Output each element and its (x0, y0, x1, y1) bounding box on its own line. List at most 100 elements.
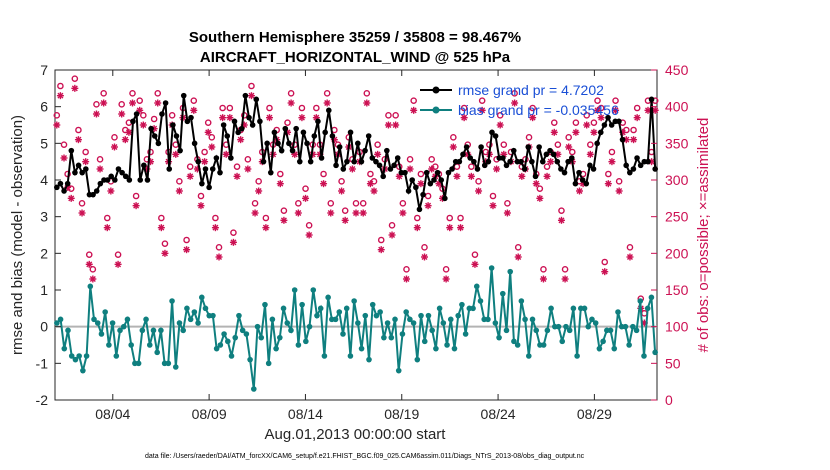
bias-point (652, 349, 658, 356)
possible-obs-marker (201, 148, 208, 156)
rmse-point (597, 129, 604, 136)
assimilated-obs-marker (644, 106, 652, 114)
asterisk-stroke (118, 111, 125, 117)
assimilated-obs-marker (320, 180, 328, 188)
rmse-point (191, 140, 198, 147)
bias-point (80, 367, 86, 374)
asterisk-stroke (248, 92, 255, 99)
possible-obs-marker (608, 148, 616, 156)
assimilated-obs-marker (532, 180, 540, 188)
rmse-point (249, 122, 256, 128)
assimilated-obs-marker (370, 187, 378, 195)
bias-point (224, 338, 231, 345)
rmse-point (275, 140, 281, 147)
bias-point (477, 298, 484, 304)
asterisk-stroke (79, 210, 86, 216)
possible-obs-marker (626, 244, 634, 251)
right-y-tick-label: 250 (665, 209, 689, 225)
rmse-point (467, 155, 474, 161)
possible-obs-marker (295, 200, 302, 207)
bias-point (284, 320, 291, 326)
bias-point (213, 345, 220, 352)
asterisk-stroke (234, 173, 241, 180)
possible-obs-marker (103, 214, 111, 222)
bias-point (109, 320, 116, 326)
bias-point (146, 342, 153, 348)
bias-point (485, 316, 491, 323)
rmse-point (456, 158, 463, 165)
rmse-point (173, 133, 180, 139)
possible-obs-marker (212, 214, 219, 222)
rmse-point (637, 162, 644, 169)
assimilated-obs-marker (96, 165, 104, 173)
rmse-point (90, 191, 96, 198)
assimilated-obs-marker (424, 202, 432, 210)
assimilated-obs-marker (294, 209, 302, 217)
assimilated-obs-marker (449, 143, 457, 151)
asterisk-stroke (504, 210, 511, 216)
bias-point (511, 338, 517, 345)
assimilated-obs-marker (420, 253, 428, 261)
possible-obs-marker (450, 134, 457, 141)
bias-point (195, 320, 201, 326)
asterisk-stroke (587, 151, 594, 158)
bias-point (392, 316, 398, 323)
assimilated-obs-marker (511, 99, 519, 107)
possible-obs-marker (558, 207, 565, 214)
rmse-point (282, 125, 289, 132)
possible-obs-marker (428, 156, 436, 163)
assimilated-obs-marker (529, 114, 537, 122)
assimilated-obs-marker (366, 180, 374, 188)
possible-obs-marker (630, 126, 637, 134)
chart-title-line1: Southern Hemisphere 35259 / 35808 = 98.4… (189, 29, 521, 46)
possible-obs-marker (460, 104, 468, 112)
rmse-point (64, 180, 71, 187)
rmse-point (141, 162, 147, 169)
asterisk-stroke (511, 100, 518, 106)
rmse-point (57, 180, 64, 187)
rmse-point (579, 177, 586, 183)
rmse-point (148, 125, 154, 132)
possible-obs-marker (511, 90, 518, 97)
rmse-point (427, 180, 434, 187)
bias-point (217, 342, 224, 348)
rmse-point (289, 147, 296, 154)
rmse-point (72, 169, 78, 176)
asterisk-stroke (399, 210, 406, 216)
rmse-point (184, 118, 191, 125)
rmse-point (492, 133, 499, 139)
rmse-point (75, 162, 82, 169)
possible-obs-marker (154, 90, 162, 97)
x-tick-label: 08/24 (481, 406, 516, 422)
possible-obs-marker (550, 119, 558, 126)
rmse-point (351, 158, 357, 165)
bias-point (187, 316, 194, 323)
bias-point (306, 323, 313, 330)
rmse-point (503, 162, 510, 169)
bias-point (351, 298, 357, 304)
x-tick-label: 08/14 (288, 406, 323, 422)
rmse-point (322, 129, 328, 136)
legend-bias-marker (432, 106, 440, 114)
assimilated-obs-marker (125, 128, 133, 136)
possible-obs-marker (370, 178, 378, 185)
left-y-tick-label: -2 (36, 392, 49, 408)
possible-obs-marker (305, 222, 313, 229)
possible-obs-marker (219, 104, 226, 112)
rmse-point (344, 158, 350, 165)
possible-obs-marker (230, 229, 237, 236)
rmse-point (402, 169, 408, 176)
assimilated-obs-marker (453, 172, 461, 180)
bias-point (473, 283, 480, 290)
possible-obs-marker (374, 141, 381, 148)
possible-obs-marker (82, 148, 89, 156)
assimilated-obs-marker (208, 143, 216, 151)
asterisk-stroke (320, 180, 327, 187)
bias-point (410, 320, 417, 326)
possible-obs-marker (633, 104, 641, 112)
possible-obs-marker (284, 119, 291, 126)
asterisk-stroke (93, 111, 100, 117)
possible-obs-marker (176, 178, 183, 185)
rmse-point (539, 158, 546, 165)
